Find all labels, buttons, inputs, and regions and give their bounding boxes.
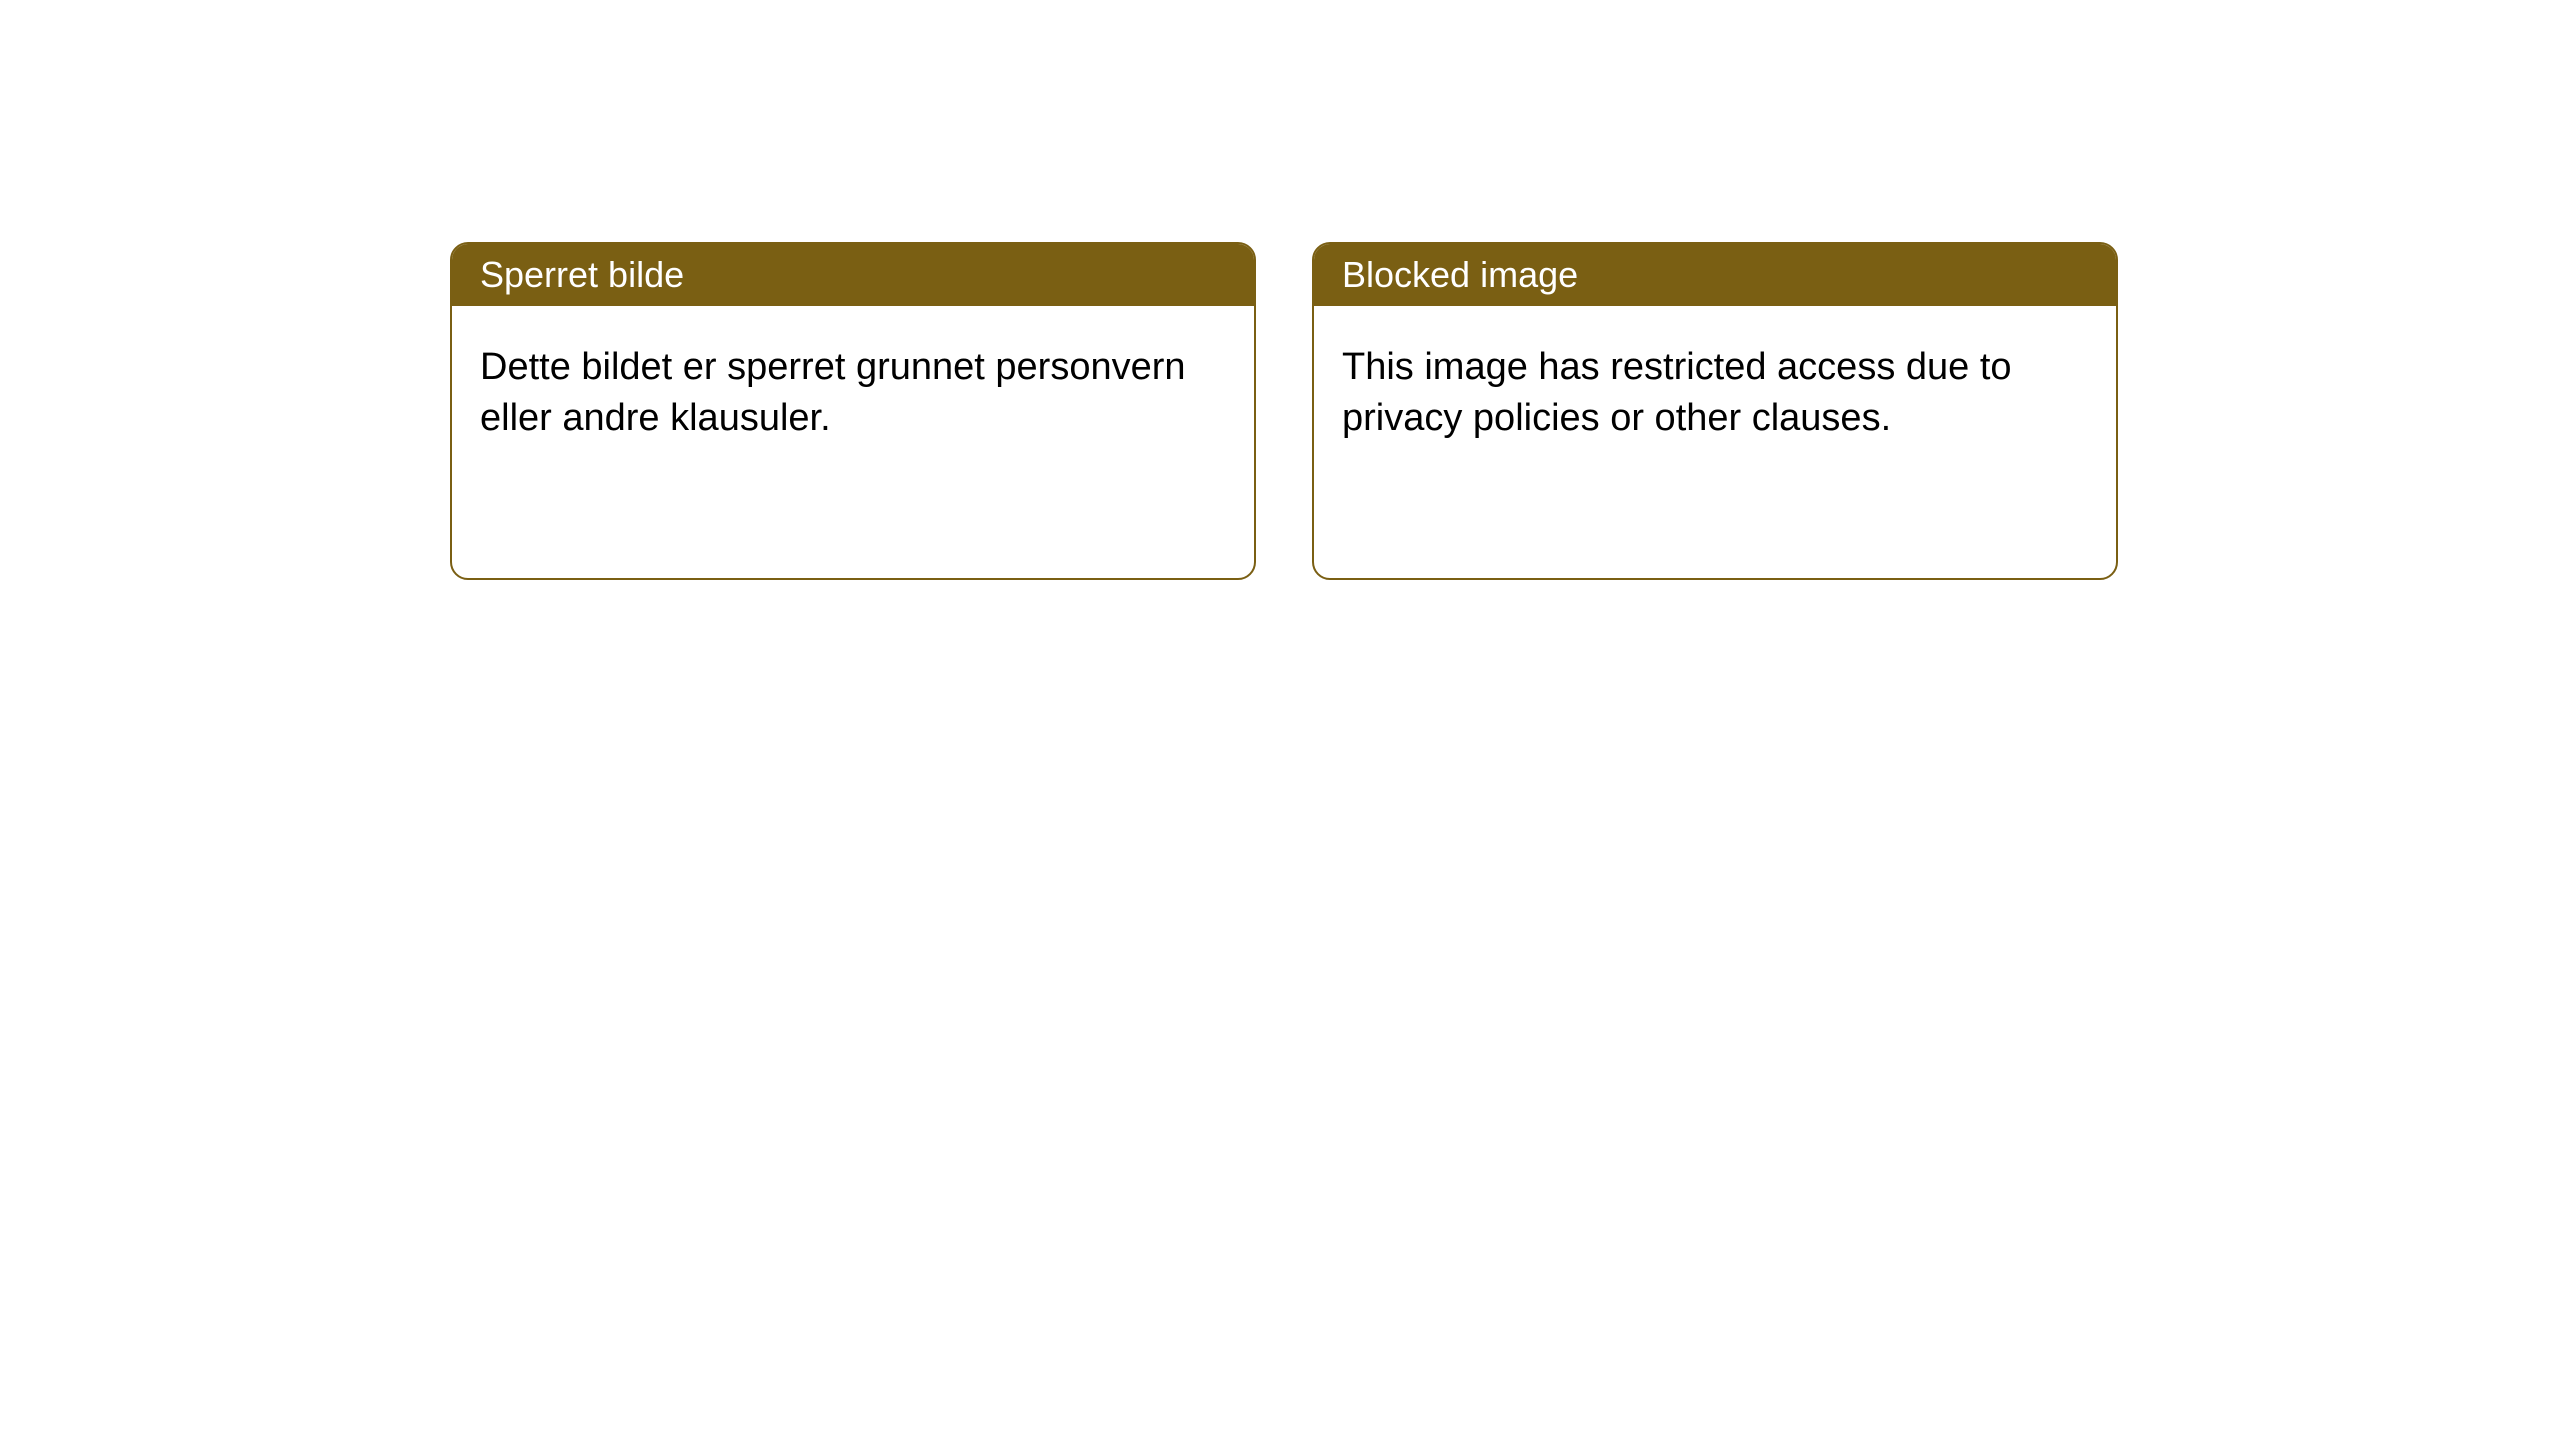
- card-header: Blocked image: [1314, 244, 2116, 306]
- notice-cards-container: Sperret bilde Dette bildet er sperret gr…: [0, 0, 2560, 580]
- card-title: Blocked image: [1342, 254, 1578, 295]
- blocked-image-card-no: Sperret bilde Dette bildet er sperret gr…: [450, 242, 1256, 580]
- card-body-text: Dette bildet er sperret grunnet personve…: [480, 346, 1186, 439]
- card-body: Dette bildet er sperret grunnet personve…: [452, 306, 1254, 481]
- blocked-image-card-en: Blocked image This image has restricted …: [1312, 242, 2118, 580]
- card-title: Sperret bilde: [480, 254, 684, 295]
- card-header: Sperret bilde: [452, 244, 1254, 306]
- card-body: This image has restricted access due to …: [1314, 306, 2116, 481]
- card-body-text: This image has restricted access due to …: [1342, 346, 2012, 439]
